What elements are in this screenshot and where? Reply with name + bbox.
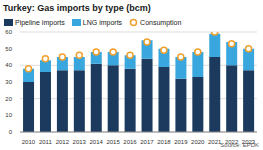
html-text:LNG imports: LNG imports (82, 19, 123, 26)
svg-text:2020: 2020 (191, 139, 205, 144)
svg-text:2013: 2013 (73, 139, 87, 144)
svg-text:2014: 2014 (89, 139, 103, 144)
svg-text:50: 50 (8, 46, 13, 52)
svg-text:2010: 2010 (22, 139, 36, 144)
svg-text:2019: 2019 (174, 139, 188, 144)
svg-text:2018: 2018 (157, 139, 171, 144)
html-text:Turkey: Gas imports by type (b: Turkey: Gas imports by type (bcm) (3, 3, 151, 13)
svg-text:2011: 2011 (39, 139, 53, 144)
svg-text:20: 20 (8, 96, 13, 102)
svg-text:2015: 2015 (106, 139, 120, 144)
svg-text:10: 10 (8, 112, 13, 118)
svg-text:2017: 2017 (140, 139, 154, 144)
svg-text:2012: 2012 (56, 139, 70, 144)
svg-text:30: 30 (8, 79, 13, 85)
html-text:Source: EPDK: Source: EPDK (220, 142, 259, 148)
svg-text:2016: 2016 (123, 139, 137, 144)
html-text:Consumption: Consumption (140, 19, 182, 26)
svg-text:2021: 2021 (208, 139, 222, 144)
html-text:Pipeline imports: Pipeline imports (15, 19, 65, 26)
svg-text:40: 40 (8, 62, 13, 68)
svg-text:60: 60 (8, 29, 13, 35)
svg-text:0: 0 (9, 129, 13, 135)
